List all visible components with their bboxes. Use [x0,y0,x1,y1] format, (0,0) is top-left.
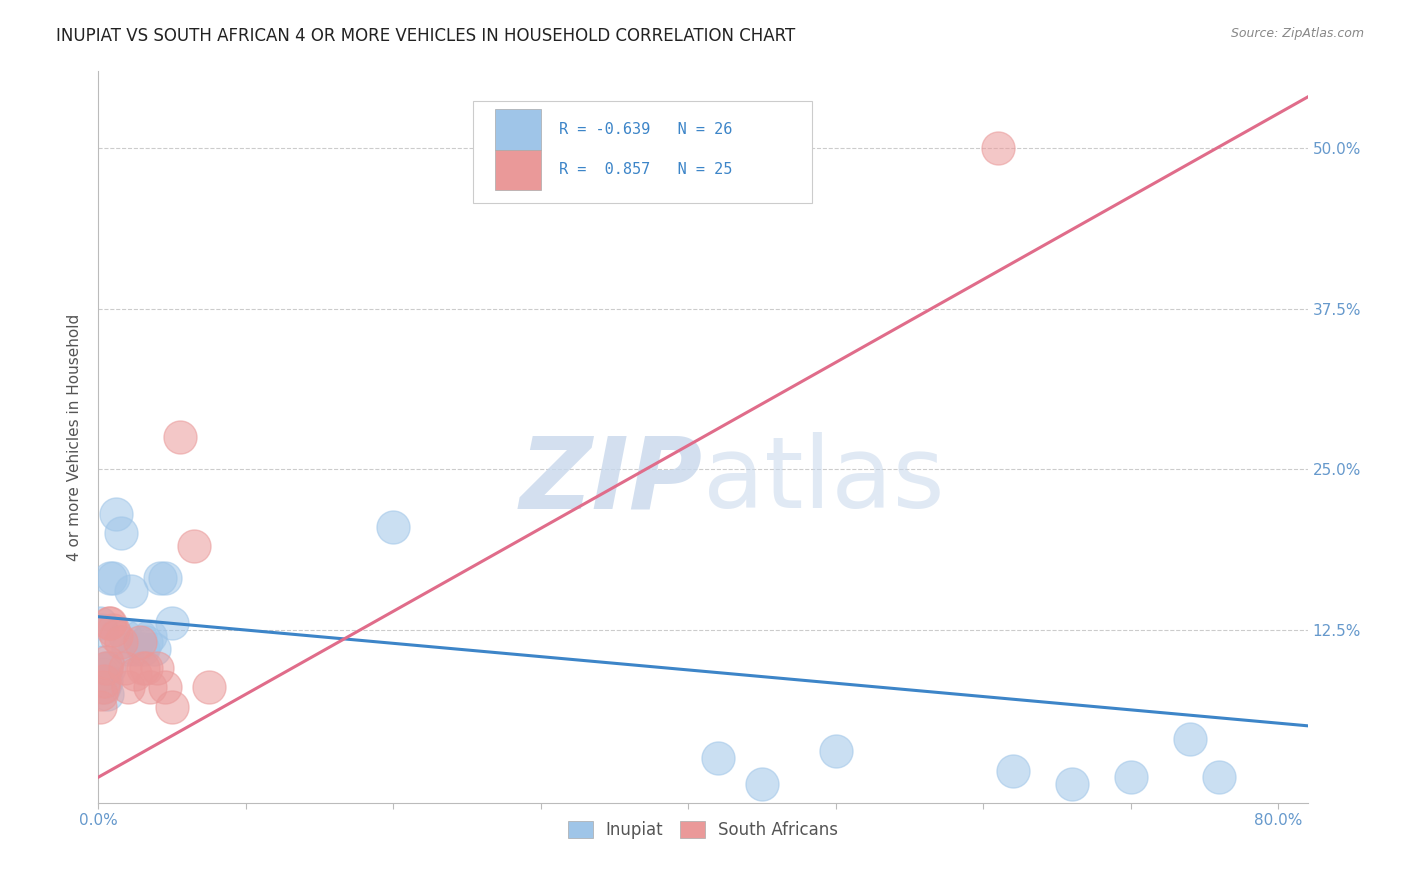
Text: INUPIAT VS SOUTH AFRICAN 4 OR MORE VEHICLES IN HOUSEHOLD CORRELATION CHART: INUPIAT VS SOUTH AFRICAN 4 OR MORE VEHIC… [56,27,796,45]
Point [91,655,114,669]
Point [114,661,136,675]
Point [101,571,124,585]
Point [160,616,183,631]
Point [183,539,205,553]
Point [96,655,118,669]
Point [146,661,169,675]
Point [824,744,846,758]
Point [97,661,120,675]
Point [143,641,166,656]
Point [139,681,162,695]
Point [198,681,221,695]
Point [94,673,117,688]
Point [91,667,114,681]
Point [101,623,124,637]
Point [1208,770,1230,784]
Point [89,699,111,714]
Point [110,635,132,649]
Point [706,751,728,765]
Point [1060,776,1083,790]
Point [94,661,117,675]
Point [89,616,111,631]
Point [110,526,132,541]
Point [153,571,176,585]
Point [987,141,1010,155]
Point [96,687,118,701]
Point [90,687,112,701]
Point [160,699,183,714]
Legend: Inupiat, South Africans: Inupiat, South Africans [561,814,845,846]
Point [135,635,157,649]
Point [105,629,128,643]
Point [105,507,128,521]
Y-axis label: 4 or more Vehicles in Household: 4 or more Vehicles in Household [67,313,83,561]
Point [382,520,405,534]
Point [124,667,146,681]
Point [149,571,172,585]
Point [91,681,114,695]
Text: R = -0.639   N = 26: R = -0.639 N = 26 [560,122,733,137]
Point [94,661,117,675]
Text: atlas: atlas [703,433,945,530]
Point [114,629,136,643]
Point [128,635,150,649]
Point [139,629,162,643]
Point [135,661,157,675]
Point [128,629,150,643]
Point [120,584,142,599]
Text: R =  0.857   N = 25: R = 0.857 N = 25 [560,162,733,178]
Point [98,571,121,585]
Point [169,430,191,444]
Point [1001,764,1024,778]
Point [98,616,121,631]
Point [97,616,120,631]
Point [1119,770,1142,784]
Text: Source: ZipAtlas.com: Source: ZipAtlas.com [1230,27,1364,40]
Text: ZIP: ZIP [520,433,703,530]
Point [751,776,773,790]
Point [90,623,112,637]
Point [1178,731,1201,746]
FancyBboxPatch shape [474,101,811,203]
Point [93,681,115,695]
FancyBboxPatch shape [495,150,541,190]
Point [124,641,146,656]
Point [131,641,153,656]
Point [93,673,115,688]
Point [131,661,153,675]
Point [117,681,139,695]
FancyBboxPatch shape [495,110,541,150]
Point [117,641,139,656]
Point [153,681,176,695]
